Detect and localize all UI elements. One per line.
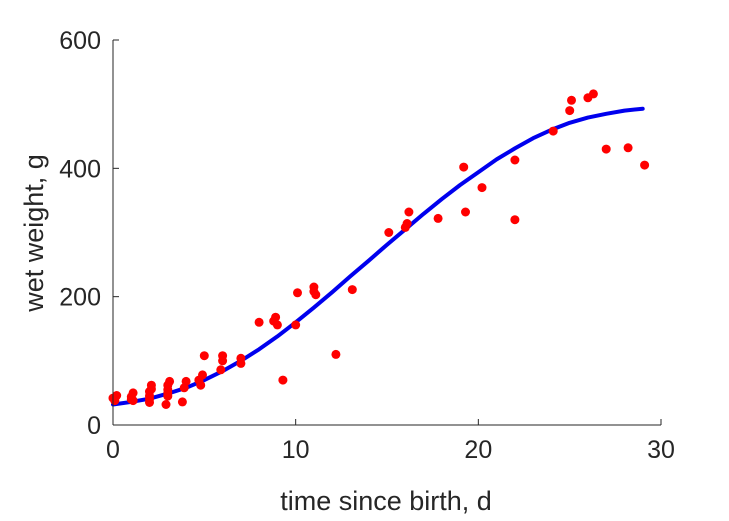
data-point [163, 391, 173, 401]
data-point [548, 126, 558, 136]
data-point [433, 213, 443, 223]
data-points-layer [108, 89, 650, 409]
data-point [146, 384, 156, 394]
data-point [567, 95, 576, 105]
data-point [218, 351, 228, 361]
data-point [198, 370, 207, 380]
data-point [347, 285, 357, 295]
data-point [404, 207, 414, 217]
data-point [640, 160, 650, 170]
data-point [623, 143, 633, 153]
y-tick-label: 600 [59, 27, 101, 55]
data-point [601, 144, 611, 154]
data-point [588, 89, 598, 99]
data-point [199, 351, 209, 361]
data-point [477, 183, 487, 193]
axes [112, 39, 662, 426]
fit-curve-layer [111, 106, 645, 407]
data-point [165, 376, 175, 386]
x-axis-title: time since birth, d [280, 486, 492, 516]
data-point [272, 320, 282, 330]
x-tick-label: 20 [464, 436, 492, 464]
data-point [161, 400, 171, 409]
data-point [236, 353, 246, 363]
data-point [291, 320, 301, 330]
data-point [311, 290, 321, 300]
x-tick-label: 10 [282, 436, 310, 464]
y-tick-label: 200 [59, 284, 101, 312]
data-point [293, 288, 302, 298]
x-tick-label: 0 [106, 436, 120, 464]
data-point [278, 375, 288, 385]
data-point [128, 396, 138, 406]
data-point [402, 219, 412, 228]
y-tick-label: 0 [87, 412, 101, 440]
x-tick-label: 30 [647, 436, 675, 464]
data-point [216, 365, 226, 375]
y-tick-label: 400 [59, 155, 101, 183]
data-point [459, 162, 469, 172]
data-point [181, 376, 191, 386]
data-point [112, 391, 122, 400]
y-axis-title: wet weight, g [19, 154, 49, 313]
data-point [510, 155, 520, 165]
tick-labels: 0 10 20 30 0 200 400 600 [59, 27, 675, 464]
data-point [128, 388, 138, 398]
data-point [384, 228, 394, 237]
data-point [196, 380, 206, 390]
data-point [177, 397, 187, 407]
data-point [309, 282, 319, 292]
data-point [271, 312, 281, 322]
data-point [565, 106, 575, 116]
fit-curve [111, 106, 645, 407]
data-point [461, 207, 470, 217]
data-point [331, 349, 341, 359]
data-point [254, 317, 264, 327]
data-point [510, 215, 520, 225]
